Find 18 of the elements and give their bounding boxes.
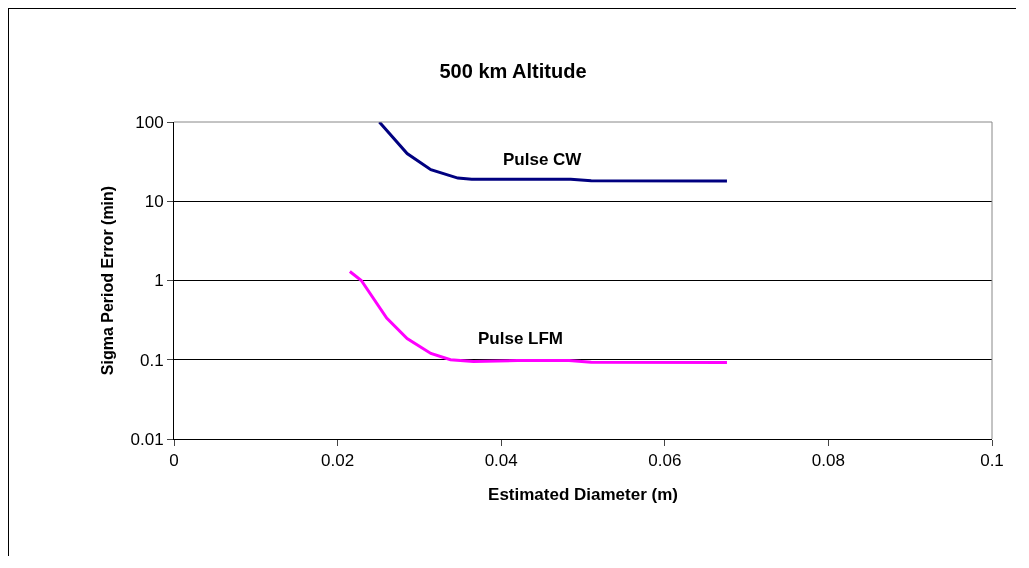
y-tick-label: 10: [144, 192, 164, 212]
y-tick-label: 100: [135, 112, 164, 132]
x-tick-label: 0.08: [811, 451, 845, 471]
line-series: [348, 269, 729, 365]
y-tick-label: 1: [154, 271, 164, 291]
chart-title: 500 km Altitude: [439, 59, 587, 82]
x-tick-label: 0.06: [648, 451, 682, 471]
series-label: Pulse LFM: [478, 329, 564, 348]
x-tick-label: 0: [169, 451, 179, 471]
x-axis-title: Estimated Diameter (m): [488, 484, 678, 504]
y-tick-label: 0.01: [130, 429, 164, 449]
y-tick-label: 0.1: [139, 350, 164, 370]
y-axis-title: Sigma Period Error (min): [99, 185, 117, 376]
line-series: [377, 122, 729, 183]
x-tick-label: 0.1: [980, 451, 1004, 471]
x-tick-label: 0.02: [321, 451, 355, 471]
x-tick-label: 0.04: [484, 451, 518, 471]
series-label: Pulse CW: [503, 150, 583, 169]
